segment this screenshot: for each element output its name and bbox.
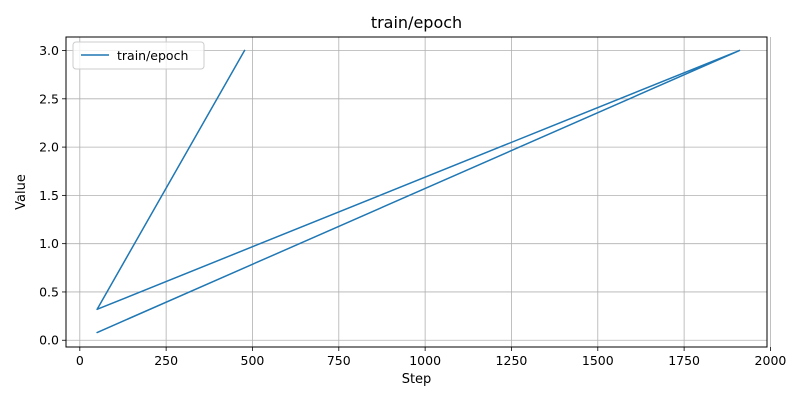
y-axis-ticks: 0.0 0.5 1.0 1.5 2.0 2.5 3.0: [39, 43, 66, 348]
legend: train/epoch: [72, 41, 205, 70]
x-axis-label: Step: [402, 372, 432, 387]
grid-lines: [66, 37, 771, 347]
series-layer: [96, 49, 741, 334]
x-tick-label: 1500: [582, 353, 614, 368]
x-axis-ticks: 0 250 500 750 1000 1250 1500 1750 2000: [76, 347, 787, 368]
y-tick-label: 3.0: [39, 43, 59, 58]
y-tick-label: 1.0: [39, 236, 59, 251]
y-axis-label: Value: [14, 174, 29, 210]
plot-frame: [65, 36, 768, 348]
x-tick-label: 1750: [668, 353, 700, 368]
x-tick-label: 0: [76, 353, 84, 368]
y-tick-label: 0.5: [39, 284, 59, 299]
y-tick-label: 0.0: [39, 333, 59, 348]
series-line-train-epoch: [96, 49, 741, 334]
x-tick-label: 1000: [409, 353, 441, 368]
x-tick-label: 750: [327, 353, 351, 368]
y-tick-label: 2.5: [39, 91, 59, 106]
chart-title: train/epoch: [371, 13, 462, 32]
x-tick-label: 1250: [496, 353, 528, 368]
x-tick-label: 500: [241, 353, 265, 368]
x-tick-label: 2000: [755, 353, 787, 368]
legend-label-train-epoch: train/epoch: [117, 48, 188, 63]
y-tick-label: 1.5: [39, 188, 59, 203]
y-tick-label: 2.0: [39, 140, 59, 155]
x-tick-label: 250: [154, 353, 178, 368]
legend-frame: [72, 41, 205, 70]
